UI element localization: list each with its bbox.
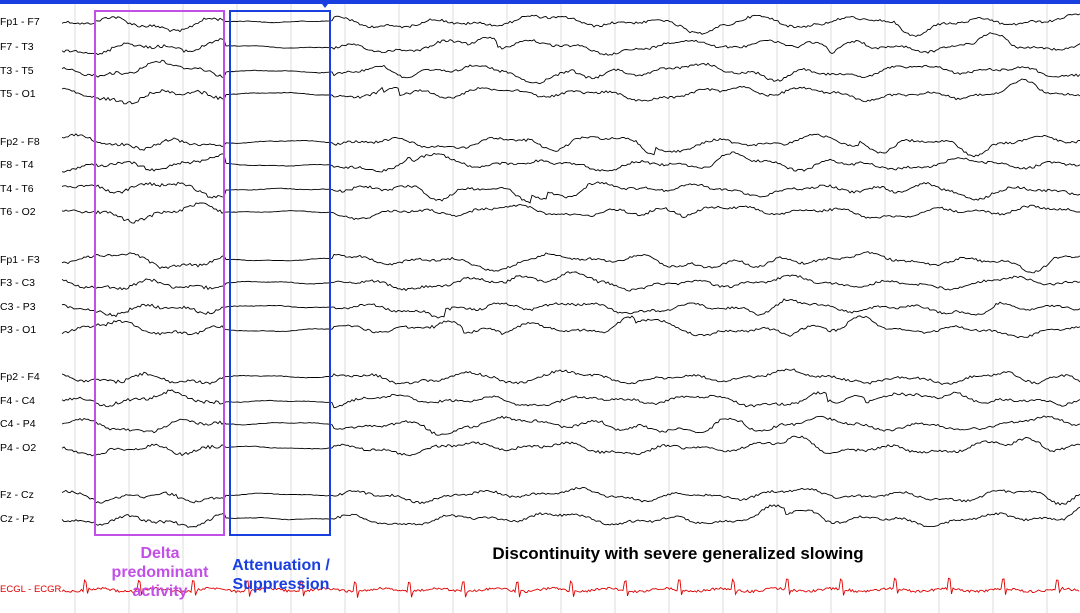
channel-label: F7 - T3 bbox=[0, 41, 34, 53]
ecg-trace bbox=[61, 577, 1080, 598]
ecg-channel-label: ECGL - ECGR bbox=[0, 584, 62, 595]
eeg-trace bbox=[61, 486, 1080, 506]
channel-label: C4 - P4 bbox=[0, 418, 36, 430]
eeg-trace bbox=[61, 78, 1080, 105]
channel-label: Cz - Pz bbox=[0, 513, 35, 525]
eeg-trace bbox=[61, 415, 1080, 436]
eeg-trace bbox=[61, 271, 1080, 292]
channel-label: P4 - O2 bbox=[0, 442, 37, 454]
eeg-trace bbox=[61, 202, 1080, 224]
eeg-trace bbox=[61, 298, 1080, 319]
eeg-trace bbox=[61, 251, 1080, 274]
eeg-trace bbox=[61, 151, 1080, 173]
eeg-trace bbox=[61, 315, 1080, 339]
channel-label: F8 - T4 bbox=[0, 159, 34, 171]
eeg-trace bbox=[61, 368, 1080, 386]
eeg-trace bbox=[61, 504, 1080, 528]
channel-label: Fp2 - F4 bbox=[0, 371, 40, 383]
channel-label: Fz - Cz bbox=[0, 489, 34, 501]
eeg-trace bbox=[61, 133, 1080, 158]
channel-label: T6 - O2 bbox=[0, 206, 36, 218]
channel-label: F4 - C4 bbox=[0, 395, 36, 407]
discontinuity-caption: Discontinuity with severe generalized sl… bbox=[492, 544, 864, 563]
cursor-marker-icon[interactable] bbox=[319, 0, 331, 8]
channel-label: F3 - C3 bbox=[0, 277, 36, 289]
eeg-trace bbox=[61, 59, 1080, 85]
top-time-bar[interactable] bbox=[0, 0, 1080, 4]
channel-label: C3 - P3 bbox=[0, 301, 36, 313]
eeg-trace bbox=[61, 32, 1080, 56]
channel-label: Fp1 - F7 bbox=[0, 16, 40, 28]
delta-caption: Delta predominant activity bbox=[111, 545, 209, 600]
channel-label: Fp2 - F8 bbox=[0, 136, 40, 148]
eeg-trace bbox=[61, 435, 1080, 457]
channel-label: T5 - O1 bbox=[0, 88, 36, 100]
eeg-trace bbox=[61, 389, 1080, 409]
channel-label: Fp1 - F3 bbox=[0, 254, 40, 266]
attenuation-caption: Attenuation / Suppression bbox=[232, 557, 330, 593]
delta-region-box bbox=[94, 10, 225, 536]
channel-label: T4 - T6 bbox=[0, 183, 34, 195]
eeg-trace bbox=[61, 13, 1080, 38]
channel-label: P3 - O1 bbox=[0, 324, 37, 336]
channel-label: T3 - T5 bbox=[0, 65, 34, 77]
eeg-trace bbox=[61, 181, 1080, 204]
attenuation-region-box bbox=[229, 10, 331, 536]
